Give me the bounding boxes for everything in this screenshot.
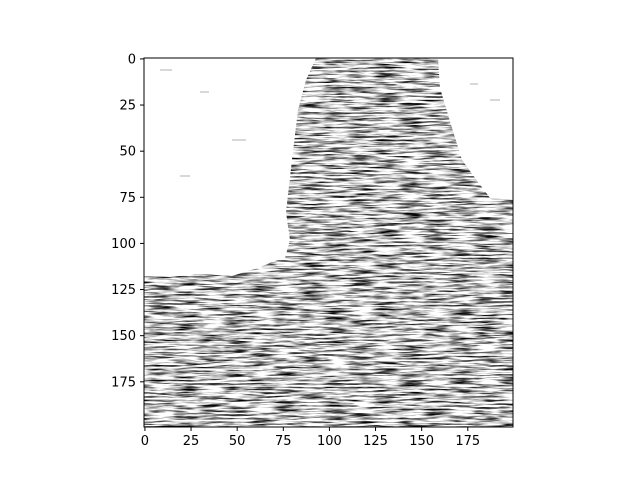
y-tick-label: 75 — [119, 191, 136, 206]
y-tick-label: 150 — [111, 329, 136, 344]
x-axis: 0 25 50 75 100 125 150 175 — [141, 427, 480, 449]
x-tick-label: 175 — [455, 434, 480, 449]
x-tick-label: 150 — [409, 434, 434, 449]
sky-specks — [160, 69, 500, 177]
y-tick-label: 125 — [111, 283, 136, 298]
x-tick-label: 0 — [141, 434, 149, 449]
axes-frame — [143, 57, 514, 428]
y-tick-label: 0 — [128, 52, 136, 67]
image-content — [144, 58, 513, 427]
x-tick-label: 100 — [317, 434, 342, 449]
y-tick-label: 50 — [119, 145, 136, 160]
x-tick-label: 25 — [183, 434, 200, 449]
y-axis: 0 25 50 75 100 125 150 175 — [111, 52, 144, 390]
x-tick-label: 50 — [229, 434, 246, 449]
x-tick-label: 125 — [363, 434, 388, 449]
y-tick-label: 25 — [119, 99, 136, 114]
plot-area — [143, 57, 514, 428]
y-tick-label: 100 — [111, 237, 136, 252]
y-tick-label: 175 — [111, 375, 136, 390]
x-tick-label: 75 — [275, 434, 292, 449]
